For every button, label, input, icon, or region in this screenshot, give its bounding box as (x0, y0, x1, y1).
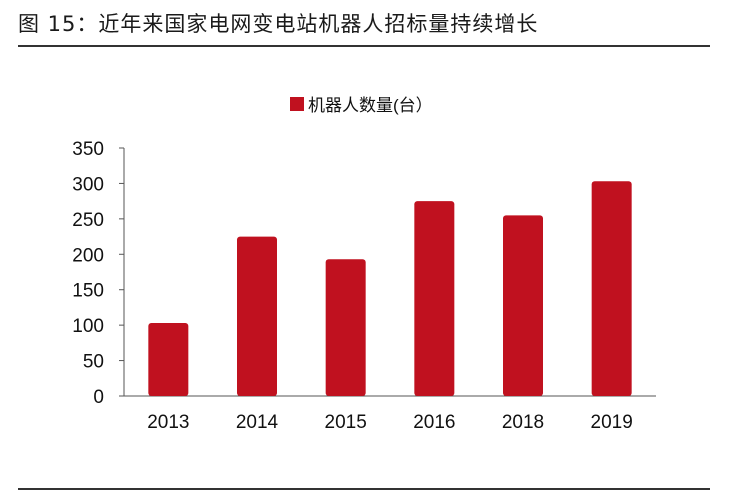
y-tick-label: 100 (72, 316, 104, 337)
bar-2016 (414, 201, 455, 396)
y-tick-label: 50 (83, 352, 104, 373)
legend-swatch (290, 97, 304, 111)
bottom-rule (18, 488, 710, 490)
top-rule (18, 45, 710, 47)
bar-2018 (503, 215, 543, 396)
y-tick-label: 200 (72, 245, 104, 266)
legend: 机器人数量(台） (290, 96, 433, 115)
y-tick-label: 0 (93, 387, 104, 408)
x-axis-labels: 2013 2014 2015 2016 2018 2019 (147, 412, 633, 433)
x-tick-label: 2013 (147, 412, 189, 433)
bar-2019 (591, 181, 632, 396)
x-tick-label: 2015 (325, 412, 367, 433)
bars (148, 181, 632, 396)
y-tick-label: 350 (72, 139, 104, 160)
legend-label: 机器人数量(台） (308, 96, 433, 115)
bar-2013 (148, 323, 189, 396)
bar-2015 (325, 259, 366, 396)
y-axis-ticks: 0 50 100 150 200 250 300 350 (72, 139, 124, 408)
y-tick-label: 300 (72, 174, 104, 195)
x-tick-label: 2014 (236, 412, 279, 433)
bar-2014 (237, 236, 277, 396)
x-tick-label: 2019 (591, 412, 633, 433)
y-tick-label: 250 (72, 210, 104, 231)
x-tick-label: 2018 (502, 412, 544, 433)
figure-title: 图 15：近年来国家电网变电站机器人招标量持续增长 (18, 12, 539, 36)
y-tick-label: 150 (72, 281, 104, 302)
x-tick-label: 2016 (413, 412, 455, 433)
